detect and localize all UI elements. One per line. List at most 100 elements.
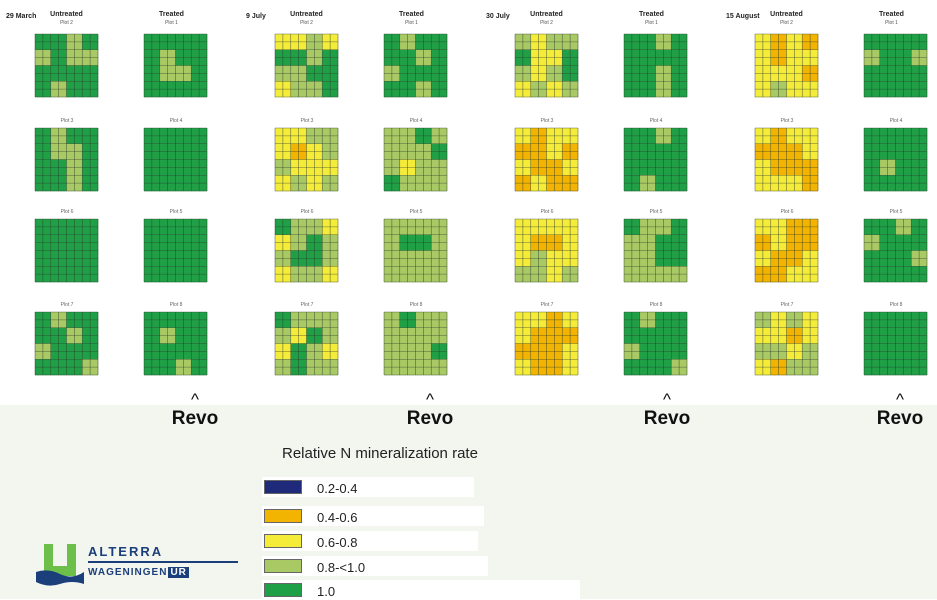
column-header-plot: Plot 2 [780, 20, 793, 26]
legend-label: 0.6-0.8 [317, 535, 358, 550]
plot-label: Plot 5 [649, 209, 663, 215]
column-header-treated: Treated Plot 1 [860, 11, 923, 27]
logo-sub-text: WAGENINGEN [88, 567, 168, 578]
heatmap-panel [34, 33, 99, 98]
heatmap-panel [754, 33, 819, 98]
column-header-treated: Treated Plot 1 [140, 11, 203, 27]
revo-label: Revo [406, 408, 454, 429]
column-header-text: Treated [399, 11, 424, 18]
legend-label: 0.2-0.4 [317, 481, 358, 496]
column-header-plot: Plot 1 [645, 20, 658, 26]
plot-label: Plot 3 [60, 118, 74, 124]
legend-swatch [264, 509, 302, 523]
column-header-plot: Plot 1 [165, 20, 178, 26]
heatmap-figure: 29 March Untreated Plot 2 Treated Plot 1 9 Ju… [6, 11, 928, 376]
column-header-text: Untreated [50, 11, 83, 18]
legend-title: Relative N mineralization rate [282, 445, 478, 462]
heatmap-panel [383, 127, 448, 192]
plot-label: Plot 3 [780, 118, 794, 124]
alterra-logo: ALTERRA WAGENINGEN UR [36, 540, 256, 588]
date-label: 9 July [246, 13, 266, 20]
logo-subtitle: WAGENINGEN UR [88, 567, 189, 578]
column-header-untreated: Untreated Plot 2 [515, 11, 578, 27]
column-header-text: Treated [159, 11, 184, 18]
plot-label: Plot 6 [540, 209, 554, 215]
plot-label: Plot 3 [540, 118, 554, 124]
heatmap-panel [754, 311, 819, 376]
heatmap-panel [143, 311, 208, 376]
column-header-text: Treated [879, 11, 904, 18]
legend-swatch [264, 559, 302, 573]
heatmap-panel [623, 311, 688, 376]
plot-label: Plot 3 [300, 118, 314, 124]
revo-label: Revo [643, 408, 691, 429]
logo-ur-badge: UR [168, 567, 189, 578]
plot-label: Plot 6 [60, 209, 74, 215]
heatmap-panel [274, 33, 339, 98]
legend-item: 1.0 [262, 580, 580, 600]
plot-label: Plot 4 [889, 118, 903, 124]
legend-swatch [264, 583, 302, 597]
column-header-untreated: Untreated Plot 2 [35, 11, 98, 27]
heatmap-panel [863, 218, 928, 283]
heatmap-panel [863, 33, 928, 98]
heatmap-panel [274, 311, 339, 376]
heatmap-panel [34, 218, 99, 283]
plot-label: Plot 6 [780, 209, 794, 215]
legend-label: 0.4-0.6 [317, 510, 358, 525]
heatmap-panel [514, 311, 579, 376]
heatmap-panel [383, 33, 448, 98]
heatmap-panel [143, 33, 208, 98]
caret-up-icon: ^ [663, 390, 671, 409]
revo-label: Revo [171, 408, 219, 429]
heatmap-panel [863, 127, 928, 192]
caret-up-icon: ^ [896, 390, 904, 409]
legend-item: 0.4-0.6 [262, 506, 484, 526]
heatmap-panel [623, 218, 688, 283]
legend-label: 1.0 [317, 584, 336, 599]
heatmap-panel [623, 127, 688, 192]
column-header-untreated: Untreated Plot 2 [755, 11, 818, 27]
plot-label: Plot 7 [540, 302, 554, 308]
legend-item: 0.2-0.4 [262, 477, 474, 497]
column-header-text: Untreated [290, 11, 323, 18]
heatmap-panel [514, 33, 579, 98]
heatmap-panel [754, 218, 819, 283]
caret-up-icon: ^ [426, 390, 434, 409]
heatmap-panel [34, 127, 99, 192]
heatmap-panel [383, 311, 448, 376]
heatmap-panel [383, 218, 448, 283]
column-header-plot: Plot 2 [300, 20, 313, 26]
plot-label: Plot 7 [60, 302, 74, 308]
logo-divider [88, 561, 238, 563]
legend-swatch [264, 480, 302, 494]
plot-label: Plot 4 [649, 118, 663, 124]
column-header-text: Untreated [770, 11, 803, 18]
column-header-treated: Treated Plot 1 [620, 11, 683, 27]
legend-swatch [264, 534, 302, 548]
plot-label: Plot 5 [889, 209, 903, 215]
column-header-plot: Plot 1 [885, 20, 898, 26]
column-header-text: Treated [639, 11, 664, 18]
plot-label: Plot 7 [300, 302, 314, 308]
date-label: 15 August [726, 13, 760, 20]
revo-marker: ^ Revo [622, 390, 712, 430]
plot-label: Plot 5 [409, 209, 423, 215]
plot-label: Plot 8 [409, 302, 423, 308]
column-header-treated: Treated Plot 1 [380, 11, 443, 27]
legend-item: 0.6-0.8 [262, 531, 478, 551]
revo-marker: ^ Revo [150, 390, 240, 430]
heatmap-panel [514, 127, 579, 192]
plot-label: Plot 8 [649, 302, 663, 308]
logo-mark-icon [36, 544, 84, 586]
column-header-text: Untreated [530, 11, 563, 18]
heatmap-panel [514, 218, 579, 283]
legend-label: 0.8-<1.0 [317, 560, 366, 575]
logo-name: ALTERRA [88, 544, 164, 559]
column-header-untreated: Untreated Plot 2 [275, 11, 338, 27]
caret-up-icon: ^ [191, 390, 199, 409]
heatmap-panel [274, 218, 339, 283]
heatmap-panel [34, 311, 99, 376]
plot-label: Plot 4 [409, 118, 423, 124]
plot-label: Plot 6 [300, 209, 314, 215]
